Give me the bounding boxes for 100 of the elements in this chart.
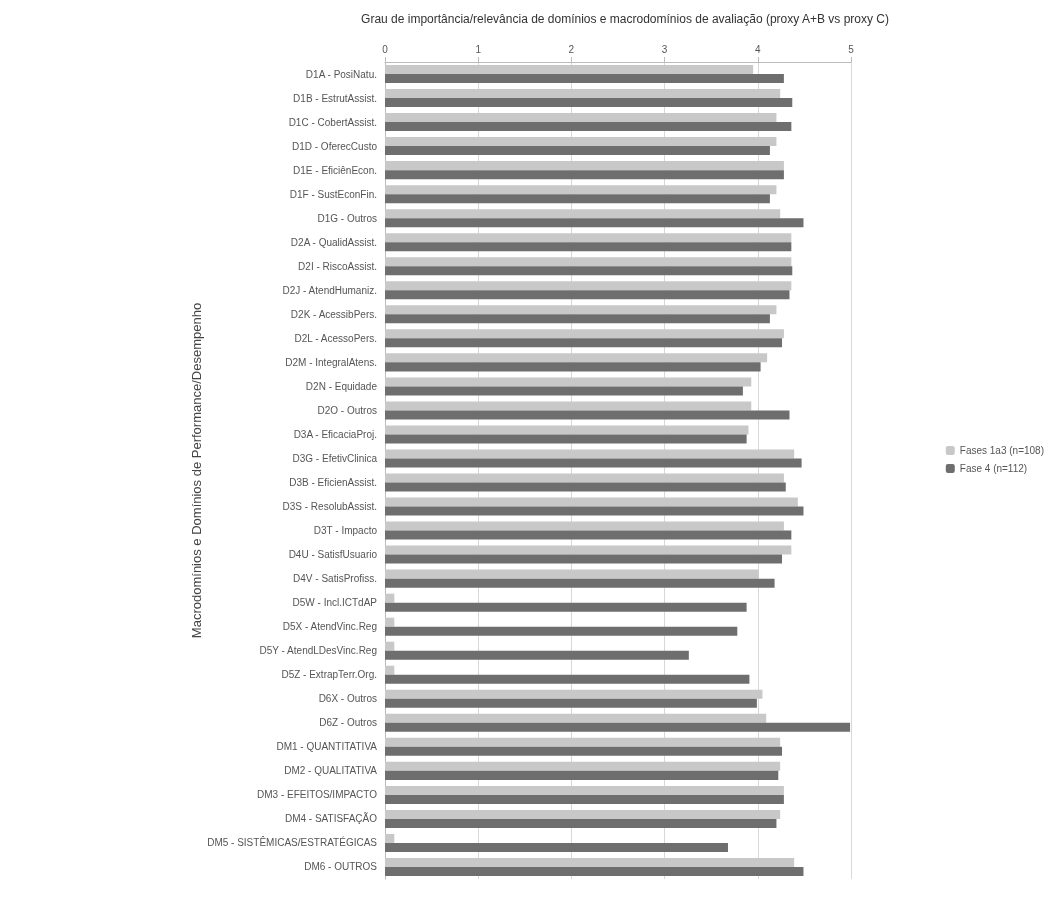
y-tick-label: D5Z - ExtrapTerr.Org. bbox=[281, 669, 377, 681]
bar bbox=[385, 401, 752, 411]
bar bbox=[385, 833, 395, 843]
bar bbox=[385, 137, 777, 147]
bar bbox=[385, 290, 790, 300]
bar bbox=[385, 233, 792, 243]
y-tick-label: D1G - Outros bbox=[317, 212, 377, 224]
y-tick-label: D3A - EficaciaProj. bbox=[293, 428, 377, 440]
y-tick-label: D6X - Outros bbox=[318, 693, 377, 705]
bar bbox=[385, 809, 781, 819]
y-tick-label: DM6 - OUTROS bbox=[304, 861, 378, 873]
bar bbox=[385, 257, 792, 267]
y-tick-label: D5Y - AtendLDesVinc.Reg bbox=[259, 645, 377, 657]
bar bbox=[385, 770, 779, 780]
y-tick-label: D2K - AcessibPers. bbox=[290, 308, 377, 320]
bar bbox=[385, 506, 804, 516]
bar bbox=[385, 338, 783, 348]
bar bbox=[385, 794, 784, 804]
y-tick-label: D2J - AtendHumaniz. bbox=[282, 284, 377, 296]
bar bbox=[385, 410, 790, 420]
bar bbox=[385, 434, 747, 444]
y-tick-label: D1E - EficiênEcon. bbox=[293, 164, 377, 176]
y-tick-label: DM5 - SISTÊMICAS/ESTRATÉGICAS bbox=[207, 836, 378, 849]
y-tick-label: D4V - SatisProfiss. bbox=[293, 573, 377, 585]
bar bbox=[385, 74, 784, 84]
bar bbox=[385, 842, 728, 852]
x-tick-label: 1 bbox=[475, 43, 482, 55]
bar bbox=[385, 593, 395, 603]
bar bbox=[385, 569, 759, 579]
y-tick-label: D3T - Impacto bbox=[313, 525, 378, 537]
bar bbox=[385, 458, 802, 468]
bar bbox=[385, 266, 793, 276]
bar bbox=[385, 665, 395, 675]
y-tick-label: D2A - QualidAssist. bbox=[290, 236, 377, 248]
y-tick-label: D2L - AcessoPers. bbox=[294, 332, 377, 344]
y-tick-label: D3B - EficienAssist. bbox=[289, 477, 377, 489]
bar bbox=[385, 698, 757, 708]
chart-title: Grau de importância/relevância de domínios e macrodomínios de avaliação (proxy A+B vs proxy C) bbox=[361, 12, 889, 26]
y-tick-label: DM3 - EFEITOS/IMPACTO bbox=[256, 789, 378, 801]
x-tick-label: 4 bbox=[755, 43, 762, 55]
x-tick-label: 3 bbox=[661, 43, 668, 55]
bar bbox=[385, 218, 804, 228]
bar bbox=[385, 617, 395, 627]
bar bbox=[385, 761, 781, 771]
bar bbox=[385, 122, 792, 132]
bar bbox=[385, 554, 783, 564]
bar bbox=[385, 866, 804, 876]
bar bbox=[385, 650, 689, 660]
bar bbox=[385, 449, 795, 459]
x-tick-label: 2 bbox=[568, 43, 575, 55]
bar bbox=[385, 425, 749, 435]
bar bbox=[385, 473, 784, 483]
bar bbox=[385, 98, 793, 108]
bar bbox=[385, 314, 770, 324]
y-tick-label: D1D - OferecCusto bbox=[291, 140, 378, 152]
bar bbox=[385, 674, 750, 684]
bar bbox=[385, 857, 795, 867]
bar bbox=[385, 377, 752, 387]
bar bbox=[385, 545, 792, 555]
bar bbox=[385, 185, 777, 195]
y-tick-label: D1F - SustEconFin. bbox=[289, 188, 377, 200]
bar bbox=[385, 521, 784, 531]
bar bbox=[385, 209, 781, 219]
bar bbox=[385, 641, 395, 651]
bar bbox=[385, 746, 783, 756]
y-tick-label: DM2 - QUALITATIVA bbox=[284, 765, 378, 777]
y-tick-label: D2M - IntegralAtens. bbox=[285, 356, 377, 368]
legend-label: Fases 1a3 (n=108) bbox=[959, 445, 1044, 456]
y-tick-label: D2I - RiscoAssist. bbox=[298, 260, 377, 272]
bar bbox=[385, 530, 792, 540]
y-tick-label: D1C - CobertAssist. bbox=[288, 116, 377, 128]
bar bbox=[385, 362, 761, 372]
bar bbox=[385, 626, 738, 636]
bar bbox=[385, 818, 777, 828]
y-tick-label: D4U - SatisfUsuario bbox=[288, 549, 378, 561]
bar bbox=[385, 482, 786, 492]
bar bbox=[385, 113, 777, 123]
y-tick-label: D2O - Outros bbox=[317, 404, 377, 416]
bar bbox=[385, 329, 784, 339]
x-tick-label: 0 bbox=[382, 43, 389, 55]
bar bbox=[385, 713, 767, 723]
bar bbox=[385, 65, 754, 75]
y-tick-label: D1B - EstrutAssist. bbox=[293, 92, 377, 104]
legend-label: Fase 4 (n=112) bbox=[959, 463, 1028, 474]
bar bbox=[385, 281, 792, 291]
bar bbox=[385, 305, 777, 315]
bar bbox=[385, 722, 851, 732]
bar bbox=[385, 578, 775, 588]
y-tick-label: D2N - Equidade bbox=[305, 380, 378, 392]
bar bbox=[385, 242, 792, 252]
y-tick-label: D5W - Incl.ICTdAP bbox=[292, 597, 378, 609]
y-tick-label: DM4 - SATISFAÇÃO bbox=[284, 812, 378, 825]
bar bbox=[385, 497, 798, 507]
bar bbox=[385, 353, 768, 363]
y-tick-label: D3G - EfetivClinica bbox=[292, 452, 378, 464]
bar bbox=[385, 785, 784, 795]
y-tick-label: D6Z - Outros bbox=[319, 717, 377, 729]
bar bbox=[385, 170, 784, 180]
bar bbox=[385, 386, 743, 396]
y-tick-label: D5X - AtendVinc.Reg bbox=[282, 621, 377, 633]
